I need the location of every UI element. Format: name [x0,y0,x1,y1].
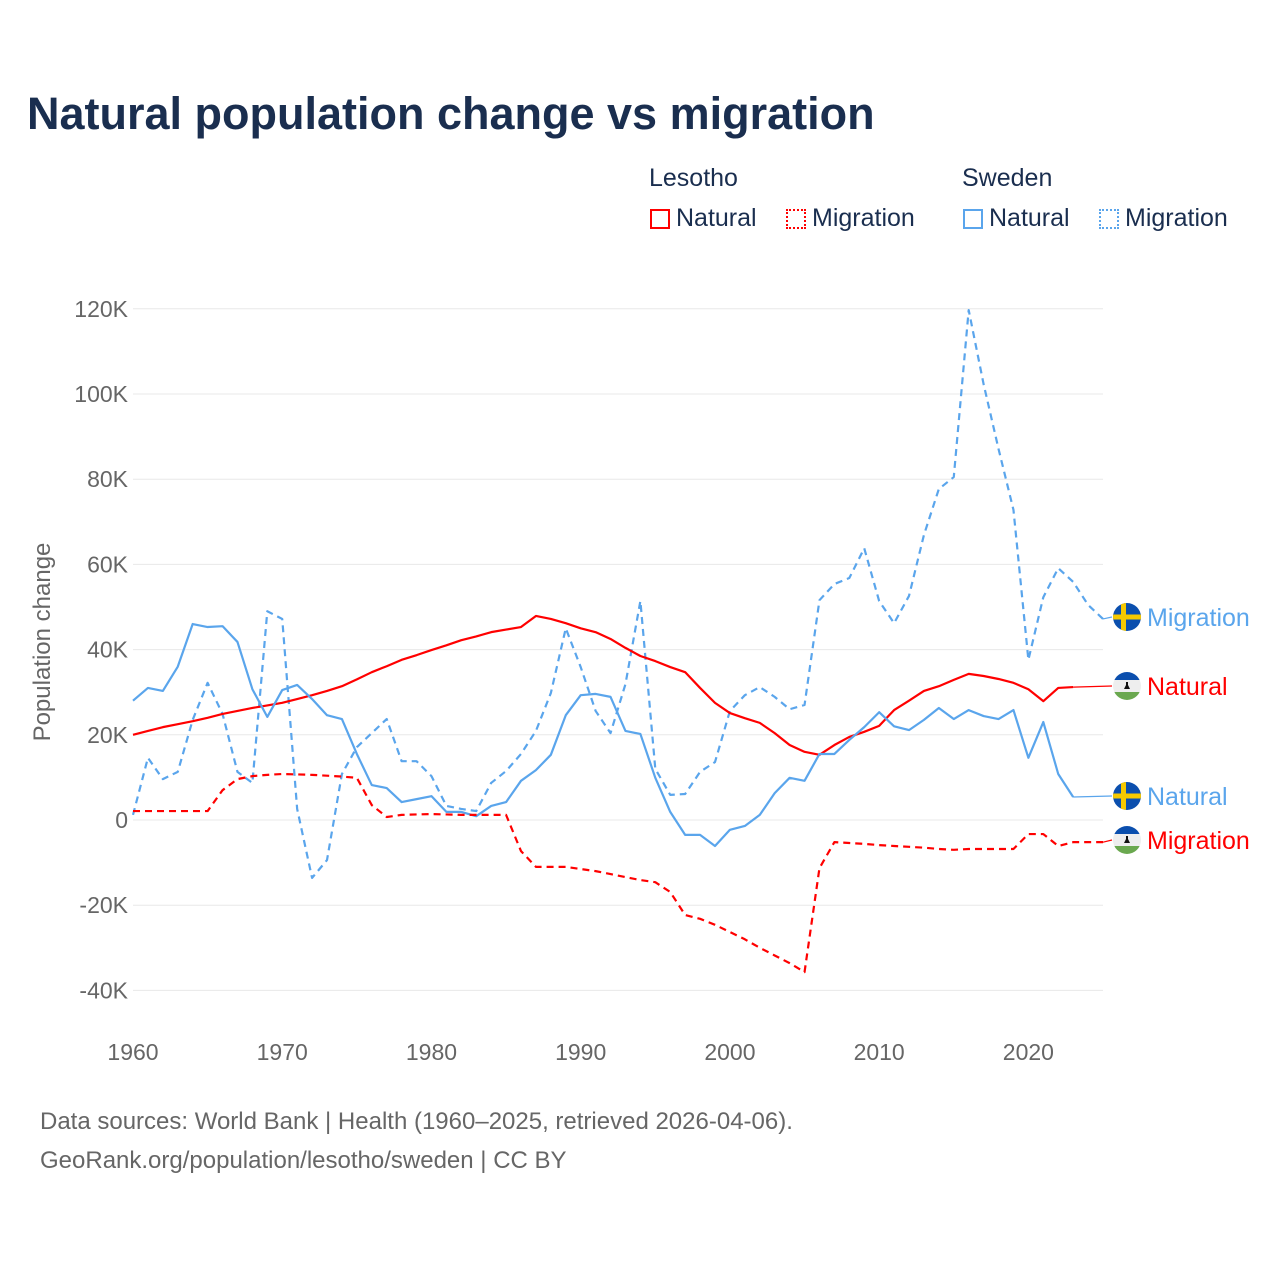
sweden-flag-icon [1113,603,1141,631]
x-tick-label: 2020 [1003,1039,1054,1065]
flag-cross-v [1121,782,1126,810]
flag-body [1113,672,1141,700]
end-label-connector [1073,795,1113,798]
end-label: Natural [1147,673,1228,701]
legend-swatch-dotted-icon [786,208,806,229]
flag-stripe-blue [1113,826,1141,834]
y-tick-label: 60K [87,551,129,577]
series-line-lesotho-migration [133,772,1103,974]
legend-label: Natural [989,204,1070,232]
y-tick-label: 120K [74,296,128,322]
footer-link[interactable]: GeoRank.org/population/lesotho/sweden | … [40,1147,567,1174]
end-label: Natural [1147,783,1228,811]
legend-swatch-dotted-icon [1099,208,1119,229]
end-label: Migration [1147,604,1250,632]
flag-cross-v [1121,603,1126,631]
flag-stripe-blue [1113,672,1141,680]
legend-sweden-migration[interactable]: Migration [1099,204,1228,233]
flag-stripe-green [1113,846,1141,854]
y-tick-label: -20K [79,892,128,918]
series-line-sweden-natural [132,622,1075,848]
flag-hat [1124,682,1130,689]
flag-stripe-green [1113,692,1141,700]
x-tick-label: 1970 [257,1039,308,1065]
footer-sources: Data sources: World Bank | Health (1960–… [40,1108,793,1135]
end-label: Migration [1147,827,1250,855]
legend-group-sweden: Sweden [962,164,1053,192]
x-tick-label: 2000 [704,1039,755,1065]
y-tick-label: 20K [87,722,129,748]
legend-label: Migration [1125,204,1228,232]
flag-body [1113,826,1141,854]
y-tick-label: 0 [115,807,128,833]
legend-swatch-solid-icon [963,208,983,229]
chart-title: Natural population change vs migration [27,88,875,139]
end-label-connector [1073,685,1113,688]
end-label-connector [1102,839,1113,843]
y-axis-label: Population change [29,543,56,742]
y-tick-label: 40K [87,637,129,663]
legend-lesotho-natural[interactable]: Natural [650,204,757,233]
legend-lesotho-migration[interactable]: Migration [786,204,915,233]
legend-group-lesotho: Lesotho [649,164,738,192]
x-tick-label: 1960 [107,1039,158,1065]
legend-label: Natural [676,204,757,232]
lesotho-flag-icon [1113,826,1141,854]
flag-cross-h [1113,614,1141,620]
end-label-connector [1102,616,1113,620]
legend-swatch-solid-icon [650,208,670,229]
legend-label: Migration [812,204,915,232]
flag-hat [1124,836,1130,843]
sweden-flag-icon [1113,782,1141,810]
x-tick-label: 1990 [555,1039,606,1065]
y-tick-label: 100K [74,381,128,407]
x-tick-label: 1980 [406,1039,457,1065]
series-line-lesotho-natural [132,614,1074,756]
flag-cross-h [1113,793,1141,799]
flag-body [1113,782,1141,810]
y-tick-label: 80K [87,466,129,492]
flag-body [1113,603,1141,631]
y-tick-label: -40K [79,977,128,1003]
x-tick-label: 2010 [854,1039,905,1065]
legend-sweden-natural[interactable]: Natural [963,204,1070,233]
lesotho-flag-icon [1113,672,1141,700]
series-line-sweden-migration [131,308,1104,880]
